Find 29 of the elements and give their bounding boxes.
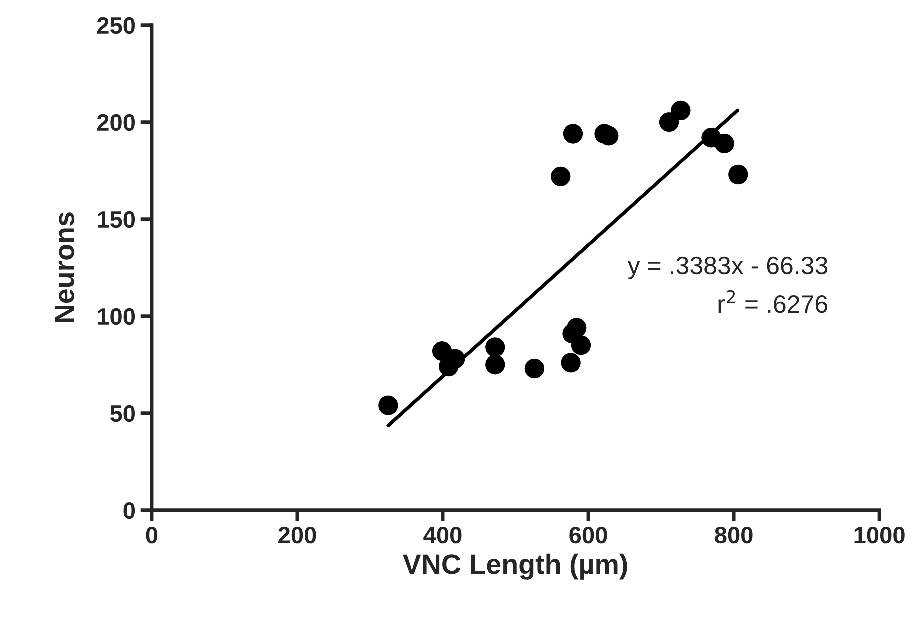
point [524,358,544,379]
x-tick-label: 0 [146,526,158,544]
point [571,336,592,356]
point [728,164,748,185]
x-tick-label: 800 [715,526,753,544]
point [671,100,691,121]
x-tick-label: 400 [424,526,462,544]
y-tick-label: 100 [98,308,136,326]
point [563,124,584,144]
y-tick-label: 50 [110,405,136,422]
point [714,134,734,154]
annotation: r$^{2}$ = .6276 [718,290,828,314]
point [378,396,398,416]
x-tick-label: 1000 [854,526,905,544]
x-tick-label: 600 [570,526,608,544]
point [486,355,506,375]
point [561,353,581,373]
y-tick-label: 150 [98,211,136,228]
annotation: y = .3383x - 66.33 [628,256,828,280]
point [567,318,587,338]
y-tick-label: 0 [124,502,136,520]
x-axis-title: VNC Length (µm) [403,554,628,580]
point [551,166,571,187]
x-tick-label: 200 [278,526,316,544]
point [486,338,506,358]
y-axis-title: Neurons [55,212,74,322]
y-tick-label: 200 [97,114,136,132]
point [659,112,680,132]
y-tick-label: 250 [97,17,136,34]
